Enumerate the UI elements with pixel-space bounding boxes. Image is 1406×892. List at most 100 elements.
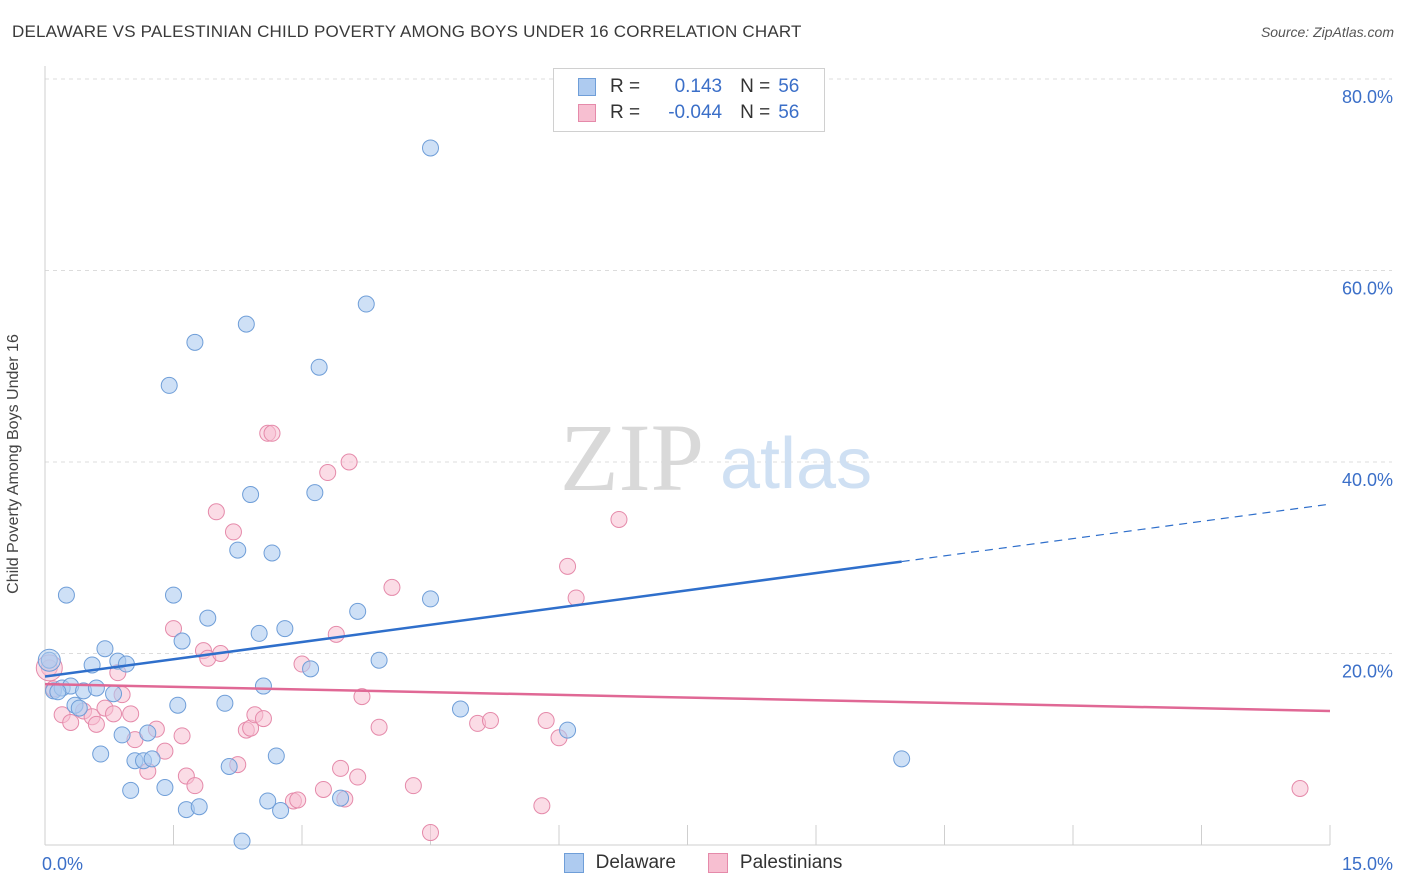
watermark-atlas: atlas	[720, 424, 872, 504]
point-delaware	[169, 696, 187, 714]
point-palestinians	[87, 715, 105, 733]
point-delaware	[242, 486, 260, 504]
axes	[44, 66, 1331, 846]
legend-n-value: 56	[778, 102, 800, 123]
legend-label-delaware: Delaware	[595, 852, 676, 873]
point-palestinians	[156, 742, 174, 760]
trend-line-delaware	[44, 560, 902, 678]
point-delaware	[370, 651, 388, 669]
point-delaware	[250, 624, 268, 642]
y-tick-label: 60.0%	[1342, 279, 1393, 299]
point-delaware	[160, 376, 178, 394]
legend-swatch-palestinians	[578, 104, 596, 122]
point-palestinians	[105, 705, 123, 723]
point-delaware	[229, 541, 247, 559]
point-palestinians	[224, 523, 242, 541]
point-delaware	[451, 700, 469, 718]
point-palestinians	[481, 712, 499, 730]
point-palestinians	[422, 824, 439, 842]
point-palestinians	[370, 718, 388, 736]
legend-item-delaware[interactable]: Delaware	[563, 852, 676, 874]
source-label: Source: ZipAtlas.com	[1260, 24, 1394, 40]
point-palestinians	[165, 620, 182, 638]
point-delaware	[306, 484, 324, 502]
point-palestinians	[207, 503, 225, 521]
point-palestinians	[349, 768, 367, 786]
point-delaware	[559, 721, 577, 739]
point-delaware	[57, 586, 75, 604]
point-delaware	[310, 358, 328, 376]
legend-n-label: N =	[740, 102, 771, 123]
x-tick-label: 15.0%	[1342, 854, 1393, 874]
point-delaware	[259, 792, 277, 810]
point-delaware	[113, 726, 131, 744]
legend-row-palestinians: R = -0.044 N = 56	[578, 100, 799, 126]
point-palestinians	[122, 705, 140, 723]
point-delaware	[143, 750, 161, 768]
point-palestinians	[537, 712, 555, 730]
watermark-zip: ZIP	[560, 404, 704, 511]
point-palestinians	[559, 557, 577, 575]
point-delaware	[122, 781, 140, 799]
tick-labels: 20.0% 40.0% 60.0% 80.0% 0.0% 15.0%	[42, 87, 1393, 874]
legend-r-value: 0.143	[674, 76, 723, 97]
point-delaware	[139, 724, 157, 742]
point-delaware	[87, 679, 105, 697]
point-palestinians	[319, 464, 337, 482]
point-delaware	[893, 750, 911, 768]
point-palestinians	[610, 510, 628, 528]
point-palestinians	[263, 424, 281, 442]
point-delaware	[199, 609, 217, 627]
point-delaware	[422, 590, 439, 608]
point-palestinians	[289, 791, 307, 809]
legend-swatch-palestinians	[707, 853, 728, 873]
legend-row-delaware: R = 0.143 N = 56	[578, 74, 799, 100]
x-tick-label: 0.0%	[42, 854, 83, 874]
grid-lines	[45, 78, 1392, 654]
point-delaware	[216, 694, 234, 712]
y-tick-label: 40.0%	[1342, 470, 1393, 490]
point-delaware	[186, 333, 204, 351]
point-delaware	[233, 832, 251, 850]
legend-r-label: R =	[610, 76, 641, 97]
point-palestinians	[404, 777, 422, 795]
watermark: ZIP atlas	[560, 404, 872, 511]
point-delaware	[254, 677, 272, 695]
point-palestinians	[186, 777, 204, 795]
point-delaware	[422, 139, 439, 157]
legend-r-label: R =	[610, 102, 641, 123]
point-delaware	[49, 683, 67, 701]
point-delaware	[349, 602, 367, 620]
point-delaware	[263, 544, 281, 562]
point-palestinians	[332, 759, 350, 777]
point-delaware	[276, 620, 294, 638]
point-delaware	[70, 699, 88, 717]
point-palestinians	[383, 578, 401, 596]
point-palestinians	[254, 710, 272, 728]
point-palestinians	[533, 797, 551, 815]
point-palestinians	[173, 727, 191, 745]
point-delaware	[267, 747, 285, 765]
legend-r-value: -0.044	[668, 102, 723, 123]
point-delaware	[92, 745, 110, 763]
point-palestinians	[62, 713, 80, 731]
point-delaware	[357, 295, 375, 313]
point-palestinians	[327, 625, 345, 643]
point-delaware	[173, 632, 191, 650]
point-delaware	[105, 685, 123, 703]
legend-n-value: 56	[778, 76, 800, 97]
point-delaware-large	[37, 648, 61, 672]
correlation-legend: R = 0.143 N = 56 R = -0.044 N = 56	[553, 68, 825, 132]
point-palestinians	[340, 453, 358, 471]
legend-label-palestinians: Palestinians	[739, 852, 843, 873]
point-delaware	[165, 586, 182, 604]
point-delaware	[220, 757, 238, 775]
point-delaware	[272, 802, 290, 820]
legend-item-palestinians[interactable]: Palestinians	[707, 852, 843, 874]
point-palestinians	[314, 780, 332, 798]
legend-swatch-delaware	[578, 78, 596, 96]
point-delaware	[190, 798, 208, 816]
point-palestinians	[353, 688, 371, 706]
chart-title: DELAWARE VS PALESTINIAN CHILD POVERTY AM…	[12, 22, 802, 41]
